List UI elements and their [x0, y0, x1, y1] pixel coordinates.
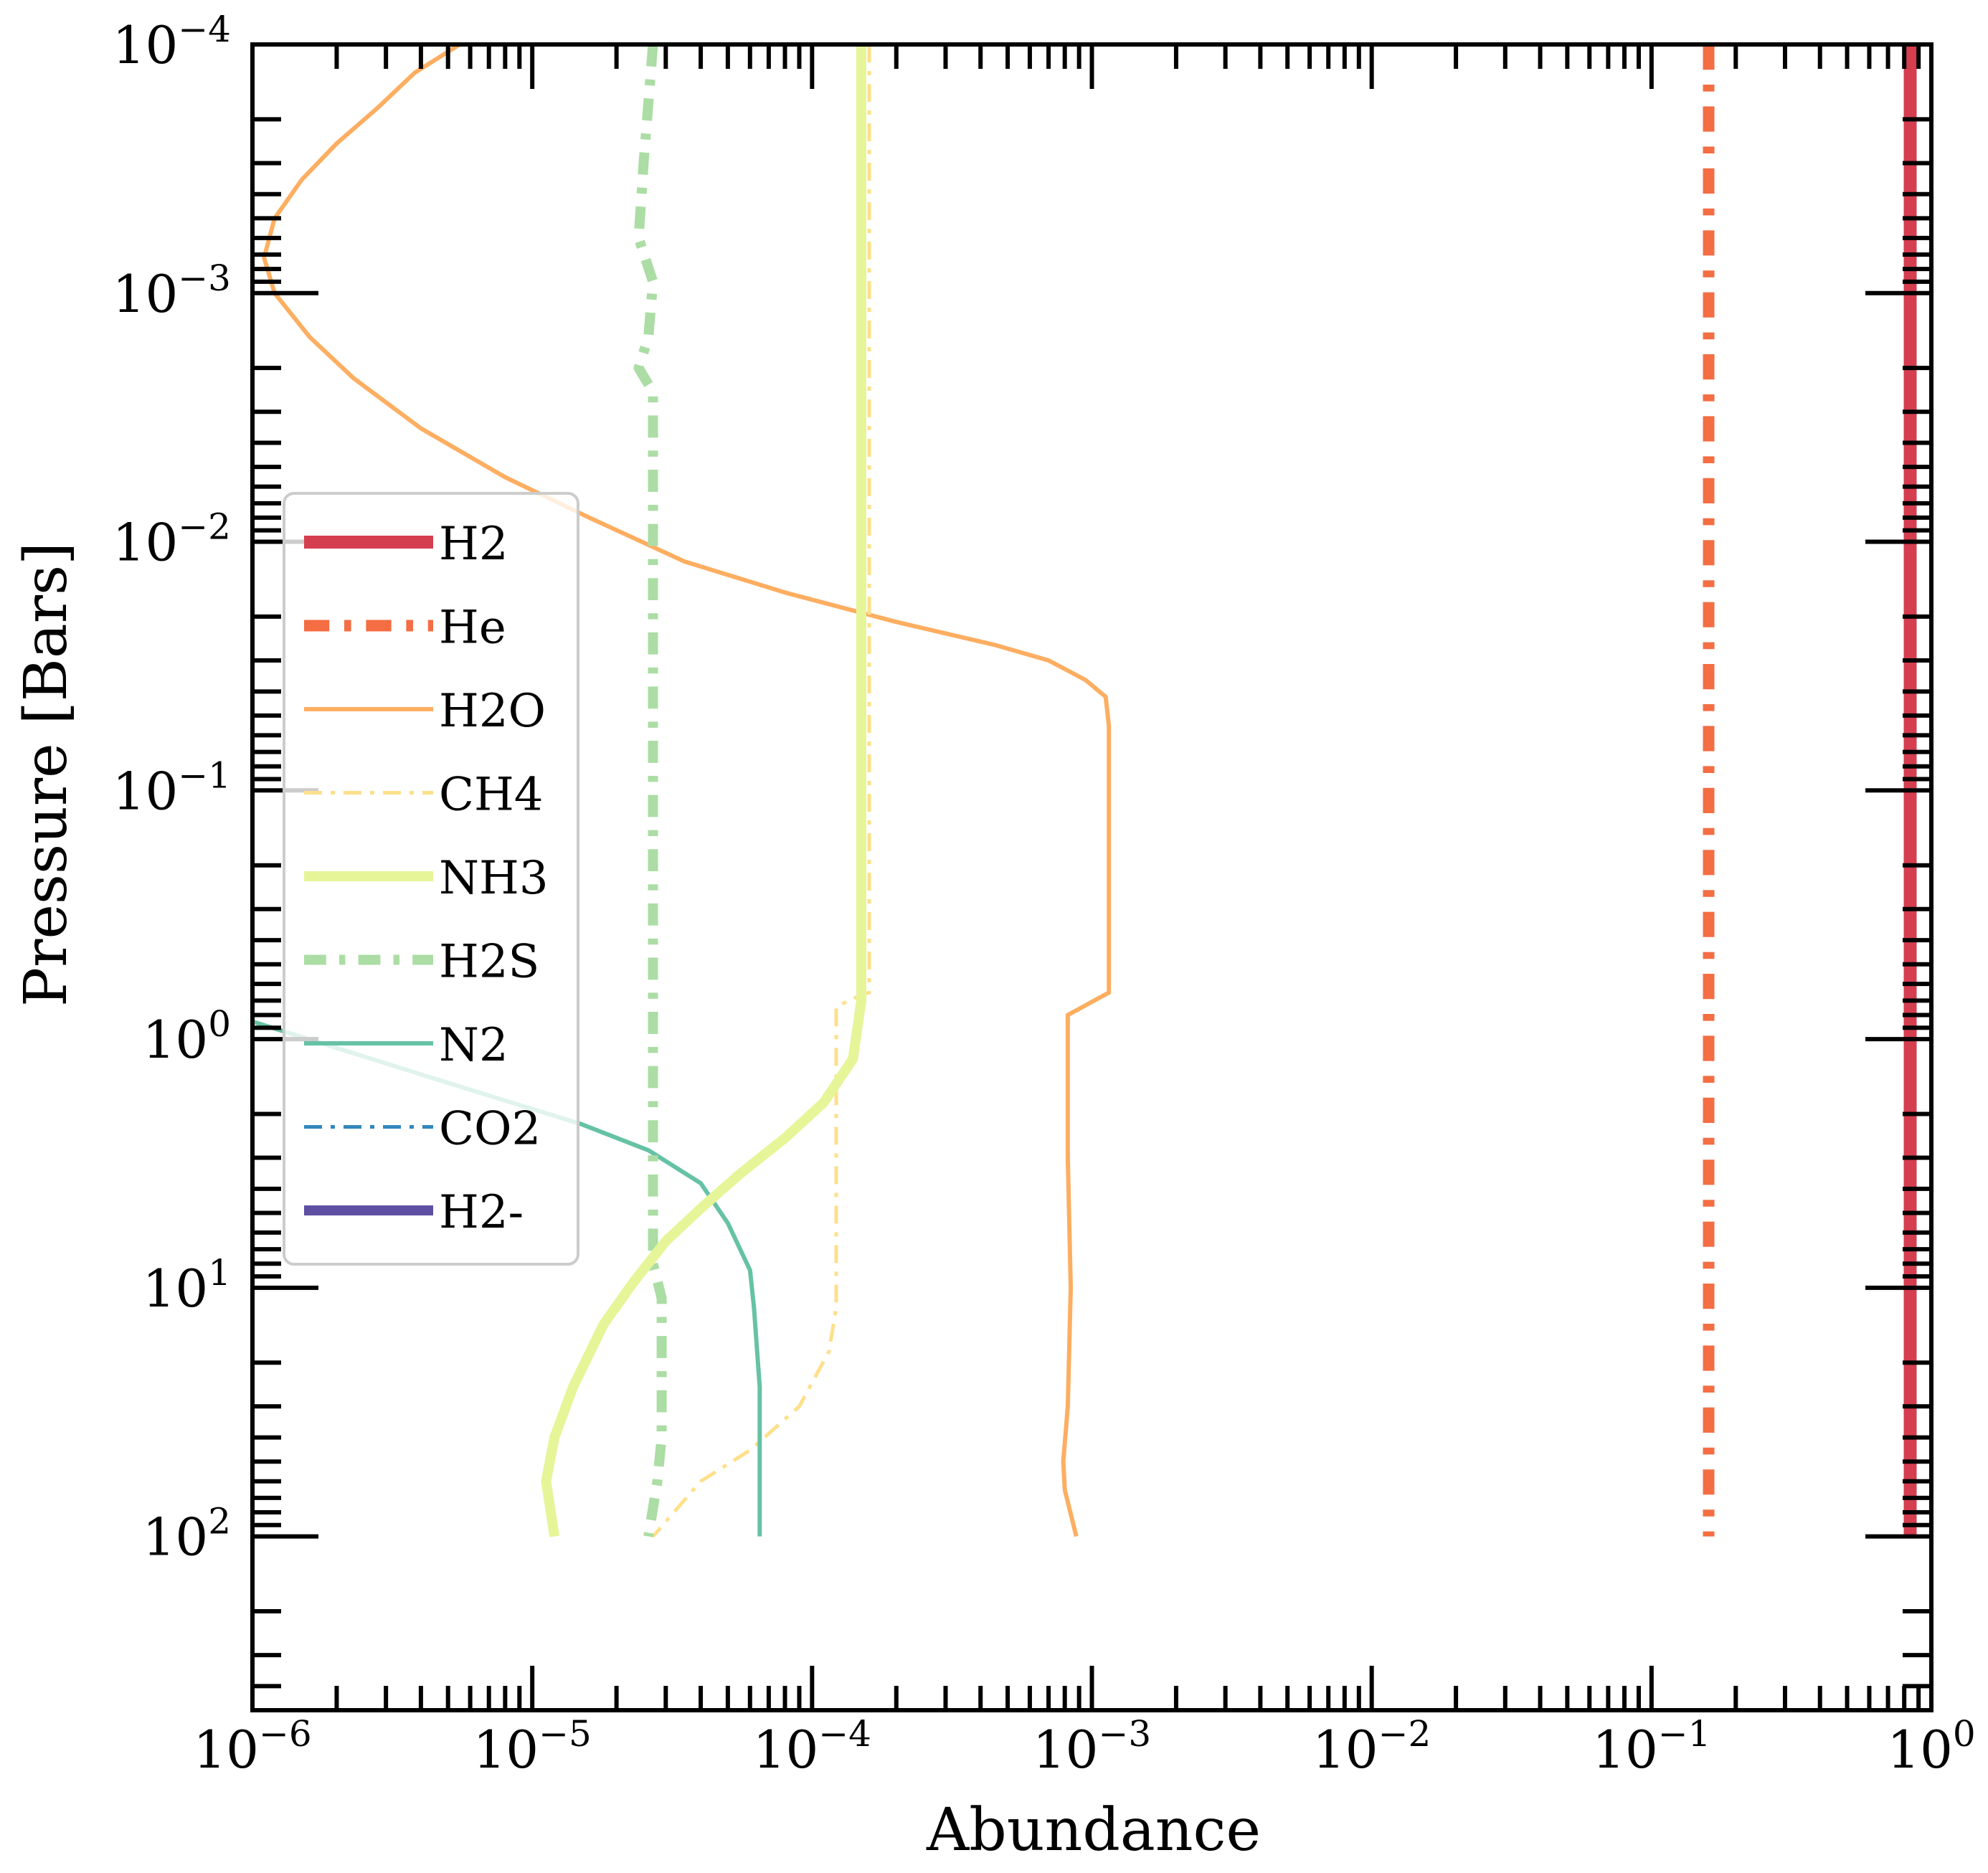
x-tick-label: 10−1	[1592, 1713, 1710, 1780]
legend-label-nh3: NH3	[439, 852, 549, 905]
legend-label-h2s: H2S	[439, 936, 539, 989]
tick-layer	[250, 42, 1933, 1712]
tick-labels: 10−6 10−5 10−4 10−3 10−2 10−1 100 10−4 10−3 10−2 1…	[113, 9, 1976, 1780]
x-tick-label: 100	[1887, 1713, 1975, 1780]
series-line-ch4	[651, 44, 871, 1538]
x-tick-label: 10−5	[473, 1713, 591, 1780]
legend-label-h2: H2	[439, 518, 508, 571]
x-tick-label: 10−3	[1033, 1713, 1151, 1780]
y-axis-title: Pressure [Bars]	[12, 542, 80, 1007]
y-tick-label: 10−1	[113, 754, 231, 821]
y-tick-label: 101	[143, 1252, 231, 1319]
x-tick-label: 10−4	[753, 1713, 871, 1780]
x-tick-label: 10−6	[193, 1713, 311, 1780]
y-tick-label: 10−2	[113, 506, 231, 573]
y-tick-label: 10−4	[113, 9, 231, 75]
legend-label-co2: CO2	[439, 1103, 541, 1156]
plot-frame	[250, 42, 1933, 1712]
x-axis-title: Abundance	[926, 1796, 1261, 1864]
plot-border	[250, 42, 1933, 1712]
legend-label-ch4: CH4	[439, 769, 544, 822]
legend-label-h2o: H2O	[439, 685, 546, 738]
y-tick-label: 102	[143, 1501, 231, 1568]
series-line-h2o	[262, 42, 1112, 1537]
y-tick-label: 10−3	[113, 257, 231, 324]
legend-label-h2-: H2-	[439, 1186, 524, 1239]
series-line-nh3	[541, 44, 866, 1537]
legend-label-he: He	[439, 602, 506, 655]
legend-label-n2: N2	[439, 1019, 508, 1072]
x-tick-label: 10−2	[1312, 1713, 1431, 1780]
legend: H2 He H2O CH4 NH3 H2S N2 CO2 H2-	[283, 492, 579, 1266]
y-tick-label: 100	[143, 1003, 231, 1070]
series-line-h2s	[633, 44, 667, 1537]
